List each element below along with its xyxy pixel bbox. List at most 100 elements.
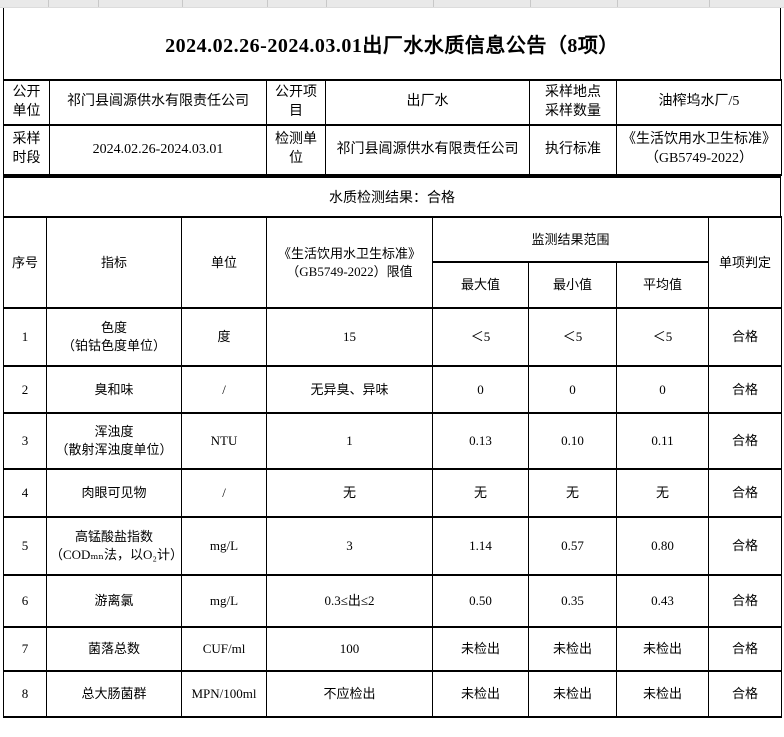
info-row: 采样时段 2024.02.26-2024.03.01 检测单位 祁门县阊源供水有… [3, 124, 782, 176]
label-executive-standard: 执行标准 [529, 124, 617, 176]
cell-no: 1 [3, 307, 47, 367]
value-standard: 《生活饮用水卫生标准》 （GB5749-2022） [616, 124, 782, 176]
water-quality-table: 序号 指标 单位 《生活饮用水卫生标准》 （GB5749-2022）限值 监测结… [3, 216, 783, 718]
cell-indicator: 臭和味 [46, 365, 182, 414]
value-water-plant: 油榨坞水厂/5 [616, 79, 782, 126]
cell-indicator: 游离氯 [46, 574, 182, 628]
publication-info-table: 公开单位 祁门县阊源供水有限责任公司 公开项目 出厂水 采样地点 采样数量 油榨… [3, 79, 782, 176]
cell-indicator: 高锰酸盐指数 （CODₘₙ法，以O₂计） [46, 516, 182, 576]
column-divider [326, 0, 327, 7]
cell-no: 5 [3, 516, 47, 576]
column-divider [530, 0, 531, 7]
cell-max: 0.13 [432, 412, 529, 470]
cell-limit: 无异臭、异味 [266, 365, 433, 414]
cell-avg: 0.11 [615, 412, 710, 470]
table-row: 8 总大肠菌群 MPN/100ml 不应检出 未检出 未检出 未检出 合格 [3, 670, 783, 718]
cell-max: 未检出 [432, 626, 529, 672]
cell-judgement: 合格 [708, 412, 783, 470]
table-row: 3 浑浊度 （散射浑浊度单位） NTU 1 0.13 0.10 0.11 合格 [3, 412, 783, 470]
cell-avg: 0.43 [615, 574, 710, 628]
cell-avg: 0 [615, 365, 710, 414]
cell-unit: / [181, 468, 267, 518]
col-header-min: 最小值 [528, 261, 617, 309]
cell-no: 8 [3, 670, 47, 718]
cell-unit: mg/L [181, 516, 267, 576]
test-result-banner: 水质检测结果：合格 [3, 176, 781, 216]
column-divider [98, 0, 99, 7]
cell-unit: MPN/100ml [181, 670, 267, 718]
cell-max: 0 [432, 365, 529, 414]
cell-no: 6 [3, 574, 47, 628]
page-title: 2024.02.26-2024.03.01出厂水水质信息公告（8项） [3, 8, 781, 79]
col-header-max: 最大值 [432, 261, 529, 309]
cell-max: 0.50 [432, 574, 529, 628]
column-divider [433, 0, 434, 7]
cell-limit: 100 [266, 626, 433, 672]
column-divider [267, 0, 268, 7]
cell-judgement: 合格 [708, 670, 783, 718]
table-row: 2 臭和味 / 无异臭、异味 0 0 0 合格 [3, 365, 783, 414]
cell-avg: 未检出 [615, 626, 710, 672]
cell-max: 未检出 [432, 670, 529, 718]
table-row: 5 高锰酸盐指数 （CODₘₙ法，以O₂计） mg/L 3 1.14 0.57 … [3, 516, 783, 576]
cell-judgement: 合格 [708, 626, 783, 672]
column-divider [182, 0, 183, 7]
col-header-avg: 平均值 [615, 261, 710, 309]
table-header-row: 序号 指标 单位 《生活饮用水卫生标准》 （GB5749-2022）限值 监测结… [3, 216, 783, 309]
cell-indicator: 肉眼可见物 [46, 468, 182, 518]
col-header-result-range: 监测结果范围 [431, 216, 710, 263]
cell-unit: / [181, 365, 267, 414]
cell-no: 4 [3, 468, 47, 518]
cell-limit: 不应检出 [266, 670, 433, 718]
cell-judgement: 合格 [708, 365, 783, 414]
cell-min: 未检出 [528, 626, 617, 672]
label-public-unit: 公开单位 [3, 79, 50, 126]
label-testing-unit: 检测单位 [266, 124, 326, 176]
cell-judgement: 合格 [708, 574, 783, 628]
info-row: 公开单位 祁门县阊源供水有限责任公司 公开项目 出厂水 采样地点 采样数量 油榨… [3, 79, 782, 126]
value-testing-company: 祁门县阊源供水有限责任公司 [325, 124, 530, 176]
cell-avg: ＜5 [615, 307, 710, 367]
cell-avg: 0.80 [615, 516, 710, 576]
cell-no: 3 [3, 412, 47, 470]
col-header-unit: 单位 [181, 216, 267, 309]
cell-no: 7 [3, 626, 47, 672]
cell-max: 无 [432, 468, 529, 518]
cell-max: 1.14 [432, 516, 529, 576]
column-divider [709, 0, 710, 7]
cell-judgement: 合格 [708, 468, 783, 518]
cell-avg: 未检出 [615, 670, 710, 718]
column-divider [48, 0, 49, 7]
cell-min: 0 [528, 365, 617, 414]
value-company-name: 祁门县阊源供水有限责任公司 [49, 79, 267, 126]
table-subheader-row: 最大值 最小值 平均值 [4, 261, 782, 309]
label-public-project: 公开项目 [266, 79, 326, 126]
col-header-judgement: 单项判定 [708, 216, 783, 309]
cell-unit: NTU [181, 412, 267, 470]
cell-judgement: 合格 [708, 516, 783, 576]
cell-judgement: 合格 [708, 307, 783, 367]
spreadsheet-column-strip [0, 0, 784, 8]
cell-min: 0.35 [528, 574, 617, 628]
cell-limit: 3 [266, 516, 433, 576]
label-sampling-period: 采样时段 [3, 124, 50, 176]
cell-max: ＜5 [432, 307, 529, 367]
col-header-no: 序号 [3, 216, 47, 309]
cell-min: 0.57 [528, 516, 617, 576]
cell-limit: 1 [266, 412, 433, 470]
cell-indicator: 菌落总数 [46, 626, 182, 672]
col-header-indicator: 指标 [46, 216, 182, 309]
cell-limit: 无 [266, 468, 433, 518]
table-row: 6 游离氯 mg/L 0.3≤出≤2 0.50 0.35 0.43 合格 [3, 574, 783, 628]
cell-avg: 无 [615, 468, 710, 518]
cell-min: 无 [528, 468, 617, 518]
column-divider [617, 0, 618, 7]
cell-min: ＜5 [528, 307, 617, 367]
table-row: 7 菌落总数 CUF/ml 100 未检出 未检出 未检出 合格 [3, 626, 783, 672]
cell-unit: 度 [181, 307, 267, 367]
col-header-limit: 《生活饮用水卫生标准》 （GB5749-2022）限值 [266, 216, 433, 309]
announcement-sheet: 2024.02.26-2024.03.01出厂水水质信息公告（8项） 公开单位 … [3, 8, 783, 718]
cell-limit: 0.3≤出≤2 [266, 574, 433, 628]
cell-min: 未检出 [528, 670, 617, 718]
